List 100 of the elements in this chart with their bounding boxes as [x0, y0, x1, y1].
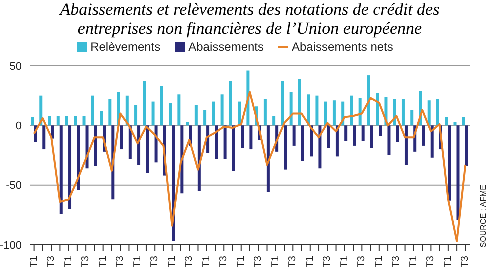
bar — [66, 116, 69, 126]
bar — [160, 86, 164, 126]
bar — [367, 76, 370, 126]
bar — [307, 94, 310, 126]
bar — [376, 93, 380, 126]
x-tick-label: T3 — [322, 256, 334, 268]
bar — [42, 126, 46, 150]
x-tick-label: T1 — [166, 256, 178, 268]
x-tick-label: T1 — [304, 256, 316, 268]
bar — [60, 126, 63, 214]
y-tick-label: -50 — [6, 180, 22, 192]
bar — [154, 126, 158, 163]
bar — [94, 126, 98, 166]
bar — [344, 126, 348, 142]
x-tick-label: T1 — [408, 256, 420, 268]
x-tick-label: T1 — [28, 256, 40, 268]
bar — [350, 96, 354, 126]
bar — [353, 126, 356, 146]
bar — [220, 94, 224, 126]
bar — [212, 102, 216, 126]
bar — [266, 126, 270, 192]
legend-label: Abaissements — [188, 40, 264, 54]
bar — [290, 92, 293, 126]
bar — [194, 105, 198, 126]
x-tick-label: T3 — [115, 256, 126, 268]
x-tick-label: T3 — [391, 256, 402, 268]
x-tick-label: T1 — [339, 256, 350, 268]
x-tick-label: T3 — [253, 256, 264, 268]
bar — [410, 110, 414, 126]
x-tick-label: T3 — [426, 256, 437, 268]
bar — [204, 110, 207, 126]
bar — [51, 126, 54, 139]
bar — [445, 117, 448, 126]
x-tick-label: T3 — [218, 256, 230, 268]
x-tick-label: T3 — [288, 256, 299, 268]
source-note: SOURCE : AFME — [479, 185, 489, 248]
bar — [456, 126, 460, 220]
bar — [152, 102, 155, 126]
chart-title: Abaissements et relèvements des notations de crédit des entreprises non financières de l’Union européenne — [60, 0, 440, 38]
x-tick-label: T3 — [184, 256, 196, 268]
bar — [108, 99, 112, 126]
legend-label: Abaissements nets — [291, 40, 394, 54]
bar — [56, 116, 60, 126]
bar — [264, 99, 267, 126]
bar — [68, 126, 72, 210]
bar — [143, 82, 146, 126]
bar — [91, 96, 94, 126]
y-tick-label: 50 — [10, 60, 22, 73]
bar — [215, 126, 218, 160]
bar — [324, 102, 328, 126]
bar — [229, 82, 232, 126]
bar — [238, 102, 242, 126]
line-series — [33, 91, 467, 242]
x-tick-label: T1 — [201, 256, 212, 268]
x-tick-label: T3 — [46, 256, 58, 268]
x-tick-label: T1 — [98, 256, 109, 268]
y-tick-label: 0 — [16, 120, 22, 133]
bar — [332, 100, 336, 126]
bar — [31, 117, 34, 126]
bar — [448, 126, 452, 201]
bar — [250, 126, 253, 150]
y-tick-label: -100 — [0, 240, 22, 252]
bar — [134, 105, 138, 126]
x-tick-label: T1 — [132, 256, 144, 268]
x-tick-label: T3 — [460, 256, 472, 268]
bar — [454, 122, 457, 126]
bar — [465, 126, 468, 166]
bar — [178, 94, 181, 126]
bar — [77, 126, 80, 190]
bar — [48, 116, 52, 126]
bar — [379, 126, 382, 136]
bar — [82, 116, 86, 126]
bar — [146, 126, 150, 174]
bar — [120, 126, 124, 150]
bar — [428, 100, 431, 126]
x-tick-label: T3 — [80, 256, 92, 268]
bar — [100, 111, 104, 126]
bar — [422, 126, 426, 146]
bar — [298, 79, 302, 126]
x-tick-label: T1 — [270, 256, 282, 268]
x-tick-label: T1 — [63, 256, 74, 268]
bar — [318, 126, 322, 169]
x-tick-label: T1 — [374, 256, 385, 268]
bar — [388, 126, 391, 156]
bar — [74, 116, 78, 126]
bar — [284, 126, 288, 170]
bar — [316, 96, 319, 126]
x-tick-label: T1 — [442, 256, 454, 268]
bar — [301, 126, 304, 162]
bar — [327, 126, 330, 148]
bar — [272, 116, 276, 126]
bar — [402, 99, 405, 126]
bar — [241, 126, 244, 148]
bar — [169, 102, 172, 126]
bar — [436, 99, 440, 126]
bar — [396, 126, 400, 142]
bar — [370, 126, 374, 148]
bar — [232, 126, 236, 172]
bar — [362, 126, 365, 142]
bar — [358, 98, 362, 126]
